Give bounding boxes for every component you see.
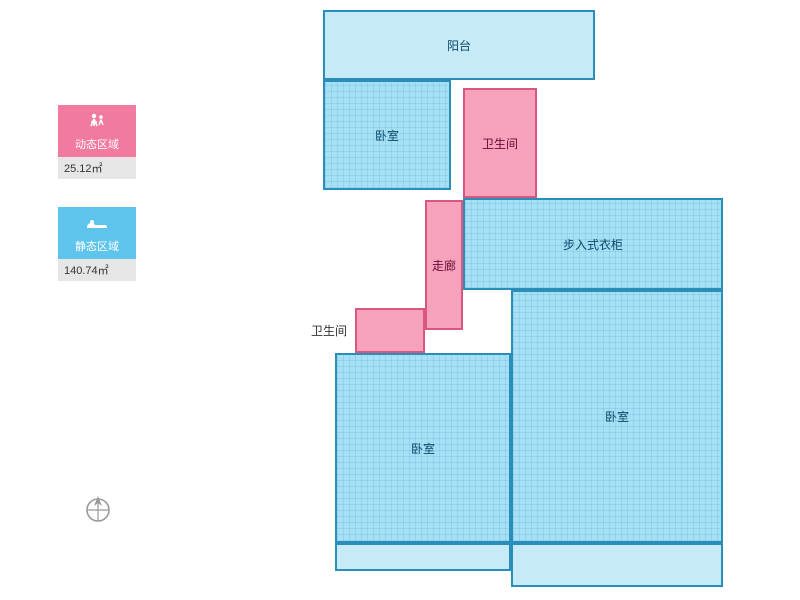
room-bedroom-bl: 卧室 (335, 353, 511, 543)
compass-icon (80, 490, 116, 526)
room-corridor: 走廊 (425, 200, 463, 330)
room-label-bathroom-top: 卫生间 (482, 135, 518, 152)
legend-static-box: 静态区域 (58, 207, 136, 259)
legend-dynamic-value: 25.12㎡ (58, 157, 136, 179)
legend-dynamic-box: 动态区域 (58, 105, 136, 157)
room-bedroom-br: 卧室 (511, 290, 723, 543)
room-balcony-top: 阳台 (323, 10, 595, 80)
room-label-bedroom-br: 卧室 (605, 408, 629, 425)
room-balcony-br (511, 543, 723, 587)
room-bedroom-tl: 卧室 (323, 80, 451, 190)
people-icon (86, 110, 108, 134)
sleep-icon (85, 212, 109, 236)
room-bathroom-left (355, 308, 425, 353)
legend-static: 静态区域 140.74㎡ (58, 207, 136, 281)
floorplan: 阳台卧室卫生间步入式衣柜走廊卧室卧室卫生间 (305, 10, 723, 590)
legend-dynamic: 动态区域 25.12㎡ (58, 105, 136, 179)
legend-dynamic-label: 动态区域 (75, 136, 119, 152)
legend-static-value: 140.74㎡ (58, 259, 136, 281)
room-label-balcony-top: 阳台 (447, 37, 471, 54)
room-label-bedroom-bl: 卧室 (411, 440, 435, 457)
room-balcony-bl (335, 543, 511, 571)
outside-label-bathroom-left: 卫生间 (311, 322, 347, 339)
room-bathroom-top: 卫生间 (463, 88, 537, 198)
room-label-walkin-closet: 步入式衣柜 (563, 236, 623, 253)
room-label-bedroom-tl: 卧室 (375, 127, 399, 144)
room-label-corridor: 走廊 (432, 257, 456, 274)
room-walkin-closet: 步入式衣柜 (463, 198, 723, 290)
legend-static-label: 静态区域 (75, 238, 119, 254)
legend-panel: 动态区域 25.12㎡ 静态区域 140.74㎡ (58, 105, 136, 309)
